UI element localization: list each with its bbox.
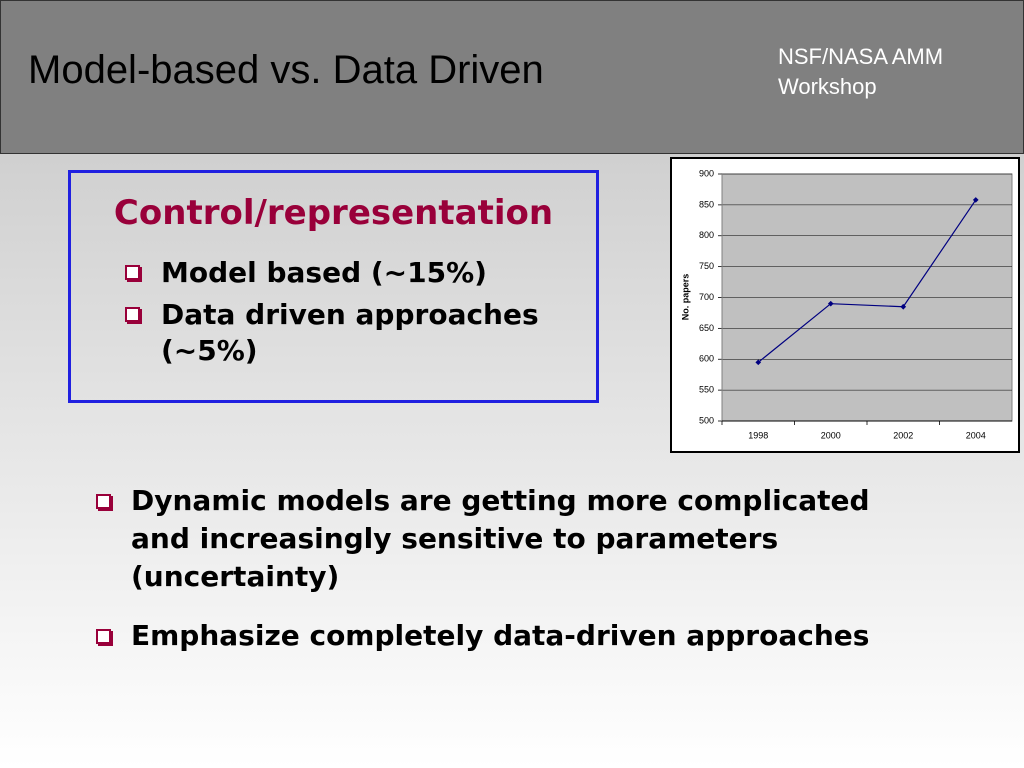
data-point [972,197,979,203]
y-tick-label: 750 [699,261,714,271]
bullet-text: Model based (~15%) [161,256,487,289]
x-tick-label: 2000 [821,430,841,440]
slide-subtitle: NSF/NASA AMM Workshop [778,44,944,99]
bullet-text: Dynamic models are getting more complica… [131,484,870,593]
data-line [757,199,977,363]
y-tick-label: 850 [699,199,714,209]
x-tick-label: 2004 [966,430,986,440]
y-tick-label: 900 [699,168,714,178]
y-tick-label: 500 [699,415,714,425]
topic-box: Control/representation Model based (~15%… [68,170,599,403]
bullet-icon [125,265,140,280]
y-tick-label: 550 [699,385,714,395]
slide-title: Model-based vs. Data Driven [28,48,544,92]
y-tick-label: 600 [699,354,714,364]
bullet-text: Emphasize completely data-driven approac… [131,619,870,652]
bullet-icon [125,307,140,322]
data-point [827,300,834,307]
x-tick-label: 1998 [748,430,768,440]
data-point [900,303,907,310]
y-tick-label: 800 [699,230,714,240]
chart: No. papers 500 550 600 650 700 750 800 850 900 19… [670,157,1020,453]
bullet-icon [96,629,111,644]
y-tick-label: 650 [699,323,714,333]
bullet-text: Data driven approaches (~5%) [161,298,539,367]
header-bar [0,0,1024,154]
y-axis-label: No. papers [680,274,690,321]
bullet-icon [96,494,111,509]
data-point [755,359,762,366]
box-heading: Control/representation [113,193,554,233]
x-tick-label: 2002 [893,430,913,440]
y-tick-label: 700 [699,292,714,302]
